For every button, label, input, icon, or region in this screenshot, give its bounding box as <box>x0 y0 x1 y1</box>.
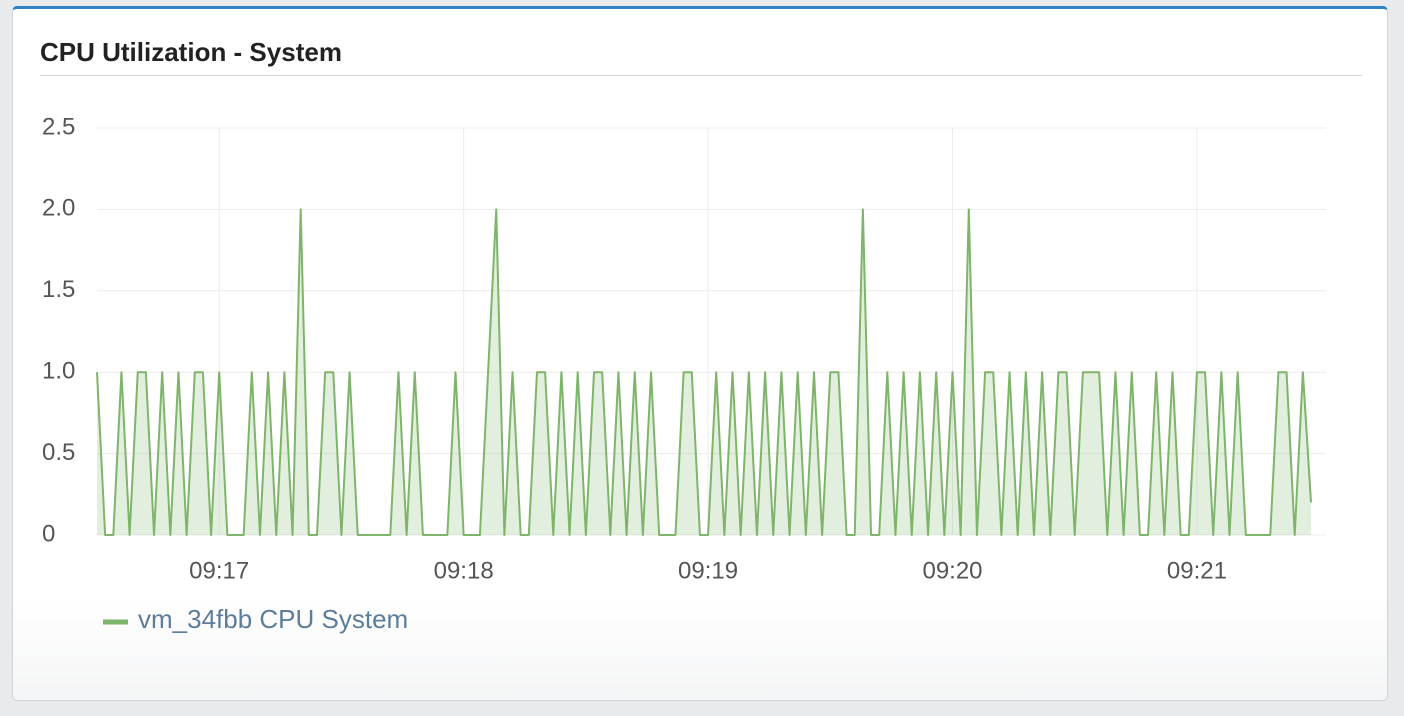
y-tick-label: 2.5 <box>42 113 75 140</box>
panel: CPU Utilization - System <box>12 6 1388 701</box>
x-tick-label: 09:21 <box>1167 557 1227 584</box>
y-tick-label: 2.0 <box>42 195 75 222</box>
x-tick-label: 09:19 <box>678 557 738 584</box>
area-fill <box>97 209 1311 535</box>
x-tick-label: 09:17 <box>189 557 249 584</box>
panel-title: CPU Utilization - System <box>40 37 342 67</box>
y-tick-label: 1.0 <box>42 358 75 385</box>
y-tick-label: 0.5 <box>42 439 75 466</box>
series-line <box>96 208 1312 536</box>
legend-label: vm_34fbb CPU System <box>138 604 408 634</box>
divider <box>40 75 1362 76</box>
y-tick-label: 1.5 <box>42 276 75 303</box>
x-tick-label: 09:20 <box>922 557 982 584</box>
x-tick-label: 09:18 <box>434 557 494 584</box>
y-tick-label: 0 <box>42 520 55 547</box>
